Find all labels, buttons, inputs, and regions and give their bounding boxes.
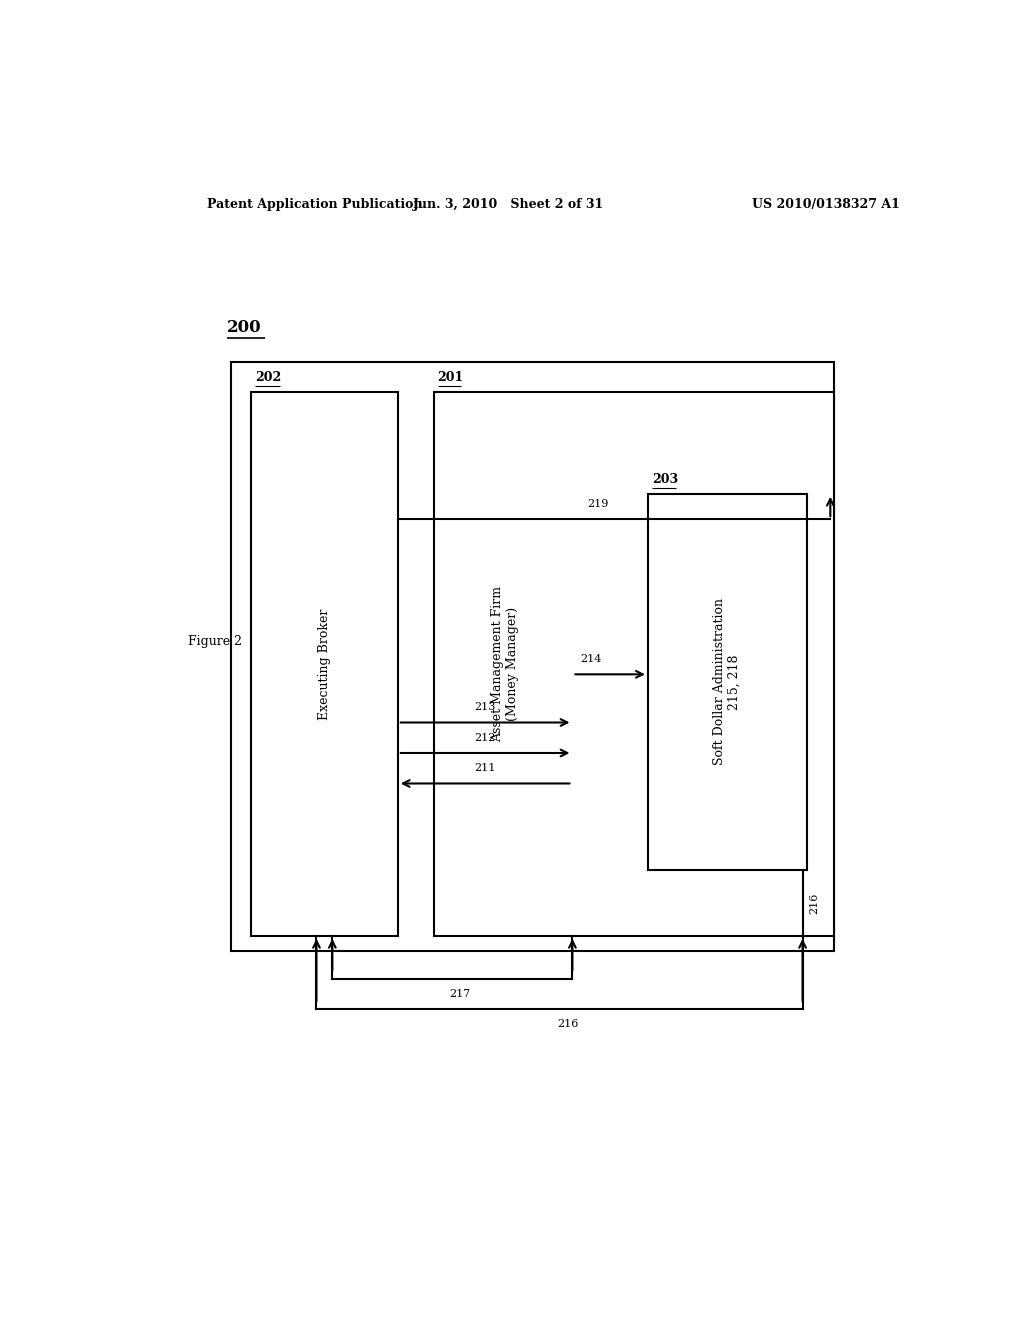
- Text: 216: 216: [809, 892, 819, 913]
- Text: Patent Application Publication: Patent Application Publication: [207, 198, 423, 211]
- Text: 217: 217: [450, 989, 471, 999]
- Text: Figure 2: Figure 2: [187, 635, 242, 648]
- Text: 203: 203: [652, 473, 678, 486]
- Bar: [231, 362, 835, 952]
- Text: 211: 211: [474, 763, 496, 774]
- Text: Jun. 3, 2010   Sheet 2 of 31: Jun. 3, 2010 Sheet 2 of 31: [414, 198, 604, 211]
- Text: Executing Broker: Executing Broker: [317, 609, 331, 719]
- Text: 201: 201: [437, 371, 464, 384]
- Bar: [648, 494, 807, 870]
- Text: 219: 219: [588, 499, 609, 510]
- Text: US 2010/0138327 A1: US 2010/0138327 A1: [753, 198, 900, 211]
- Text: Soft Dollar Administration
215, 218: Soft Dollar Administration 215, 218: [713, 598, 741, 766]
- Bar: [433, 392, 835, 936]
- Text: Asset Management Firm
(Money Manager): Asset Management Firm (Money Manager): [490, 586, 519, 742]
- Text: 213: 213: [474, 702, 496, 713]
- Text: 200: 200: [227, 319, 262, 337]
- Text: 214: 214: [581, 655, 602, 664]
- Text: 216: 216: [557, 1019, 579, 1030]
- Text: 212: 212: [474, 733, 496, 743]
- Bar: [251, 392, 397, 936]
- Text: 202: 202: [255, 371, 282, 384]
